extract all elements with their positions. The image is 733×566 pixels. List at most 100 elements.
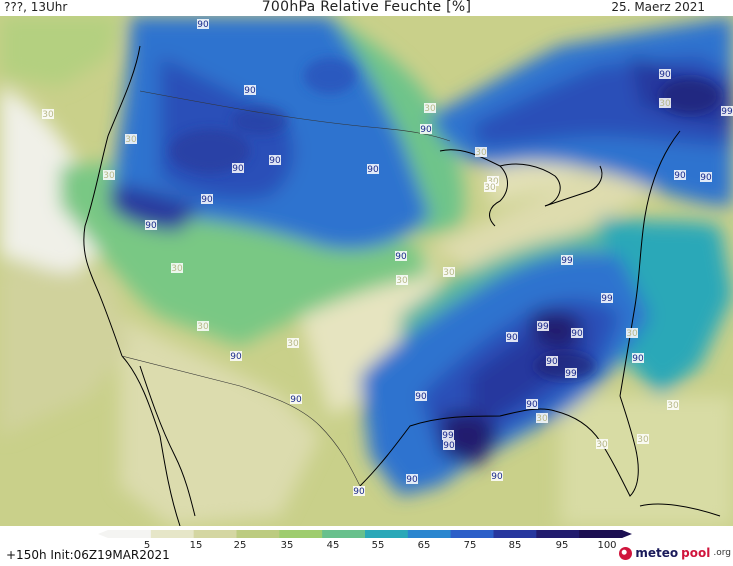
map-header: ???, 13Uhr 700hPa Relative Feuchte [%] 2…: [0, 0, 733, 16]
svg-text:30: 30: [475, 148, 487, 158]
svg-text:30: 30: [536, 414, 548, 424]
contour-label: 99: [565, 368, 577, 379]
colorbar-segment: [450, 530, 494, 538]
contour-label: 30: [443, 267, 455, 278]
colorbar-legend: 5 15 25 35 45 55 65 75 85 95 100 +150h Init:06Z19M…: [0, 526, 733, 566]
svg-text:99: 99: [442, 431, 454, 441]
colorbar-tick-label: 100: [597, 540, 617, 551]
svg-text:90: 90: [290, 395, 302, 405]
svg-text:30: 30: [424, 104, 436, 114]
svg-text:90: 90: [367, 165, 379, 175]
contour-label: 30: [396, 275, 408, 286]
contour-label: 30: [197, 321, 209, 332]
colorbar-tick-label: 75: [463, 540, 477, 551]
colorbar-tick-label: 55: [371, 540, 385, 551]
svg-text:30: 30: [443, 268, 455, 278]
humidity-field-detail: [170, 58, 720, 380]
svg-text:99: 99: [601, 294, 613, 304]
coastline-and-borders: [83, 45, 721, 526]
svg-text:30: 30: [396, 276, 408, 286]
contour-label: 90: [290, 394, 302, 405]
svg-text:30: 30: [287, 339, 299, 349]
brand-org: .org: [713, 548, 731, 558]
colorbar-tick-label: 65: [417, 540, 431, 551]
svg-text:90: 90: [491, 472, 503, 482]
contour-label: 90: [420, 124, 432, 135]
colorbar-segment: [365, 530, 409, 538]
colorbar: [98, 530, 632, 538]
svg-text:30: 30: [626, 329, 638, 339]
contour-label: 90: [700, 172, 712, 183]
contour-label: 90: [571, 328, 583, 339]
contour-label: 90: [659, 69, 671, 80]
contour-label: 90: [269, 155, 281, 166]
svg-text:90: 90: [546, 357, 558, 367]
humidity-field: [0, 16, 733, 526]
colorbar-tick-label: 45: [326, 540, 340, 551]
svg-text:90: 90: [443, 441, 455, 451]
svg-text:90: 90: [700, 173, 712, 183]
colorbar-segment: [193, 530, 237, 538]
contour-label: 30: [484, 182, 496, 193]
svg-text:30: 30: [197, 322, 209, 332]
colorbar-tick-label: 95: [555, 540, 569, 551]
svg-text:30: 30: [42, 110, 54, 120]
svg-text:30: 30: [659, 99, 671, 109]
svg-text:99: 99: [537, 322, 549, 332]
colorbar-segment: [493, 530, 537, 538]
colorbar-tick-label: 5: [143, 540, 151, 551]
contour-label: 90: [546, 356, 558, 367]
run-info: +150h Init:06Z19MAR2021: [6, 548, 170, 562]
svg-text:90: 90: [406, 475, 418, 485]
svg-text:90: 90: [353, 487, 365, 497]
meteopool-logo-icon: [619, 546, 633, 560]
svg-text:99: 99: [561, 256, 573, 266]
svg-text:90: 90: [244, 86, 256, 96]
valid-date-label: 25. Maerz 2021: [611, 0, 705, 14]
svg-text:30: 30: [637, 435, 649, 445]
contour-label: 90: [491, 471, 503, 482]
svg-text:90: 90: [230, 352, 242, 362]
contour-label: 90: [197, 19, 209, 30]
svg-text:90: 90: [395, 252, 407, 262]
colorbar-segment: [536, 530, 580, 538]
svg-text:30: 30: [125, 135, 137, 145]
svg-text:90: 90: [145, 221, 157, 231]
meteopool-logo: meteo pool .org: [619, 546, 731, 560]
svg-text:30: 30: [596, 440, 608, 450]
contour-label: 90: [406, 474, 418, 485]
contour-label: 99: [537, 321, 549, 332]
svg-text:30: 30: [667, 401, 679, 411]
colorbar-segment: [322, 530, 366, 538]
svg-text:90: 90: [197, 20, 209, 30]
contour-label: 99: [601, 293, 613, 304]
svg-text:99: 99: [565, 369, 577, 379]
contour-label: 99: [721, 106, 733, 117]
colorbar-segment: [579, 530, 623, 538]
contour-label: 30: [596, 439, 608, 450]
svg-text:30: 30: [103, 171, 115, 181]
map-title: 700hPa Relative Feuchte [%]: [261, 0, 472, 15]
contour-label: 90: [632, 353, 644, 364]
contour-label: 90: [232, 163, 244, 174]
svg-text:90: 90: [659, 70, 671, 80]
colorbar-tick-label: 85: [508, 540, 522, 551]
contour-label: 30: [424, 103, 436, 114]
contour-label: 90: [244, 85, 256, 96]
contour-label: 30: [103, 170, 115, 181]
contour-label: 30: [667, 400, 679, 411]
contour-label: 90: [145, 220, 157, 231]
colorbar-max-arrow: [622, 530, 632, 538]
colorbar-tick-label: 15: [189, 540, 203, 551]
svg-text:90: 90: [269, 156, 281, 166]
contour-label: 90: [506, 332, 518, 343]
contour-label: 90: [353, 486, 365, 497]
contour-label: 99: [442, 430, 454, 441]
contour-label: 99: [561, 255, 573, 266]
humidity-map: 90 90 30 30 30 90 90 90 90 90 30 30 90 30 30 30 90 90 30 90…: [0, 16, 733, 526]
contour-label: 30: [626, 328, 638, 339]
brand-meteo: meteo: [635, 546, 679, 560]
svg-text:90: 90: [506, 333, 518, 343]
contour-label: 30: [171, 263, 183, 274]
colorbar-min-arrow: [98, 530, 108, 538]
